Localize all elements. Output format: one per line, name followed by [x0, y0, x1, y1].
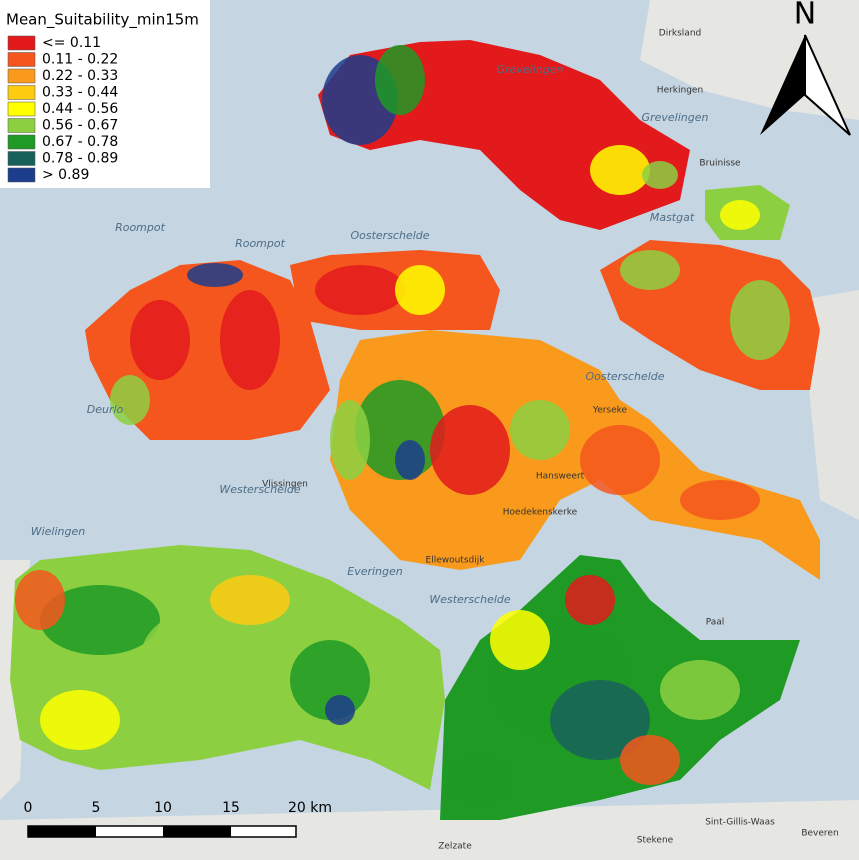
suitability-patch	[520, 110, 600, 190]
place-label: Roompot	[115, 221, 166, 234]
suitability-patch	[40, 585, 160, 655]
place-label: Deurlo	[87, 403, 124, 416]
legend-swatch	[7, 68, 36, 84]
place-label: Grevelingen	[642, 111, 709, 124]
legend-label: 0.22 - 0.33	[42, 68, 118, 84]
legend-label: 0.67 - 0.78	[42, 134, 118, 150]
suitability-patch	[395, 265, 445, 315]
north-label: N	[794, 0, 816, 32]
legend-swatch	[7, 101, 36, 117]
suitability-patch	[550, 680, 650, 760]
suitability-patch	[110, 375, 150, 425]
legend-swatch	[7, 134, 36, 150]
legend-swatch	[7, 35, 36, 51]
place-label: Yerseke	[592, 406, 628, 416]
suitability-patch	[325, 695, 355, 725]
arrow-right	[804, 34, 851, 136]
suitability-patch	[140, 610, 260, 710]
north-arrow: N	[760, 0, 851, 136]
suitability-patch	[395, 440, 425, 480]
legend-label: <= 0.11	[42, 35, 101, 51]
suitability-patch	[130, 300, 190, 380]
place-label: Zelzate	[438, 842, 472, 852]
suitability-patch	[720, 200, 760, 230]
suitability-patch	[680, 480, 760, 520]
suitability-patch	[642, 161, 678, 189]
legend-label: > 0.89	[42, 167, 89, 183]
place-label: Bruinisse	[699, 159, 741, 169]
place-label: Hansweert	[536, 472, 585, 482]
arrow-left	[760, 35, 805, 135]
suitability-patch	[430, 405, 510, 495]
place-label: Westerschelde	[429, 593, 511, 606]
place-label: Herkingen	[657, 86, 703, 96]
scale-label: 5	[92, 800, 101, 816]
suitability-patch	[220, 290, 280, 390]
scale-label: 10	[154, 800, 172, 816]
suitability-patch	[620, 735, 680, 785]
place-label: Grevelingen	[497, 63, 564, 76]
suitability-patch	[730, 280, 790, 360]
legend-title: Mean_Suitability_min15m	[6, 11, 199, 30]
suitability-patch	[315, 265, 405, 315]
place-label: Paal	[706, 618, 725, 628]
place-label: Hoedekenskerke	[503, 508, 578, 518]
place-label: Ellewoutsdijk	[426, 556, 486, 566]
legend-label: 0.44 - 0.56	[42, 101, 118, 117]
island	[330, 330, 820, 580]
place-labels: Vlissingen Oosterschelde Oosterschelde West…	[31, 29, 839, 852]
legend-label: 0.78 - 0.89	[42, 151, 118, 167]
suitability-patch	[330, 400, 370, 480]
legend: Mean_Suitability_min15m <= 0.110.11 - 0.…	[0, 0, 210, 188]
place-label: Dirksland	[659, 29, 701, 39]
place-label: Oosterschelde	[585, 370, 664, 383]
suitability-patch	[375, 45, 425, 115]
place-label: Beveren	[801, 829, 838, 839]
place-label: Stekene	[637, 836, 674, 846]
legend-swatch	[7, 85, 36, 100]
mainland-south	[0, 800, 859, 860]
place-label: Roompot	[235, 237, 286, 250]
suitability-patch	[490, 610, 550, 670]
place-label: Sint-Gillis-Waas	[705, 818, 775, 828]
scale-bar: 0 5 10 15 20 km	[24, 800, 332, 838]
legend-label: 0.33 - 0.44	[42, 85, 118, 101]
legend-swatch	[7, 52, 36, 67]
legend-swatch	[7, 167, 36, 183]
place-label: Mastgat	[650, 211, 695, 224]
place-label: Oosterschelde	[350, 229, 429, 242]
place-label: Vlissingen	[262, 480, 308, 490]
suitability-patch	[40, 690, 120, 750]
scale-segment	[28, 826, 96, 837]
place-label: Wielingen	[31, 525, 86, 538]
suitability-patch	[210, 575, 290, 625]
suitability-patch	[430, 80, 510, 140]
suitability-patch	[565, 575, 615, 625]
legend-entries: <= 0.110.11 - 0.220.22 - 0.330.33 - 0.44…	[7, 35, 118, 183]
suitability-raster	[10, 40, 820, 820]
scale-label: 0	[24, 800, 33, 816]
scale-label: 15	[222, 800, 240, 816]
suitability-patch	[450, 755, 510, 805]
place-label: Westerschelde	[219, 483, 301, 496]
suitability-patch	[590, 145, 650, 195]
legend-swatch	[7, 118, 36, 133]
legend-label: 0.11 - 0.22	[42, 52, 118, 68]
suitability-patch	[660, 660, 740, 720]
scale-segment	[163, 826, 231, 837]
suitability-patch	[510, 400, 570, 460]
legend-label: 0.56 - 0.67	[42, 118, 118, 134]
place-label: Everingen	[347, 565, 403, 578]
suitability-patch	[187, 263, 243, 287]
suitability-patch	[580, 425, 660, 495]
legend-swatch	[7, 151, 36, 166]
suitability-patch	[15, 570, 65, 630]
scale-label: 20 km	[288, 800, 332, 816]
suitability-patch	[620, 250, 680, 290]
